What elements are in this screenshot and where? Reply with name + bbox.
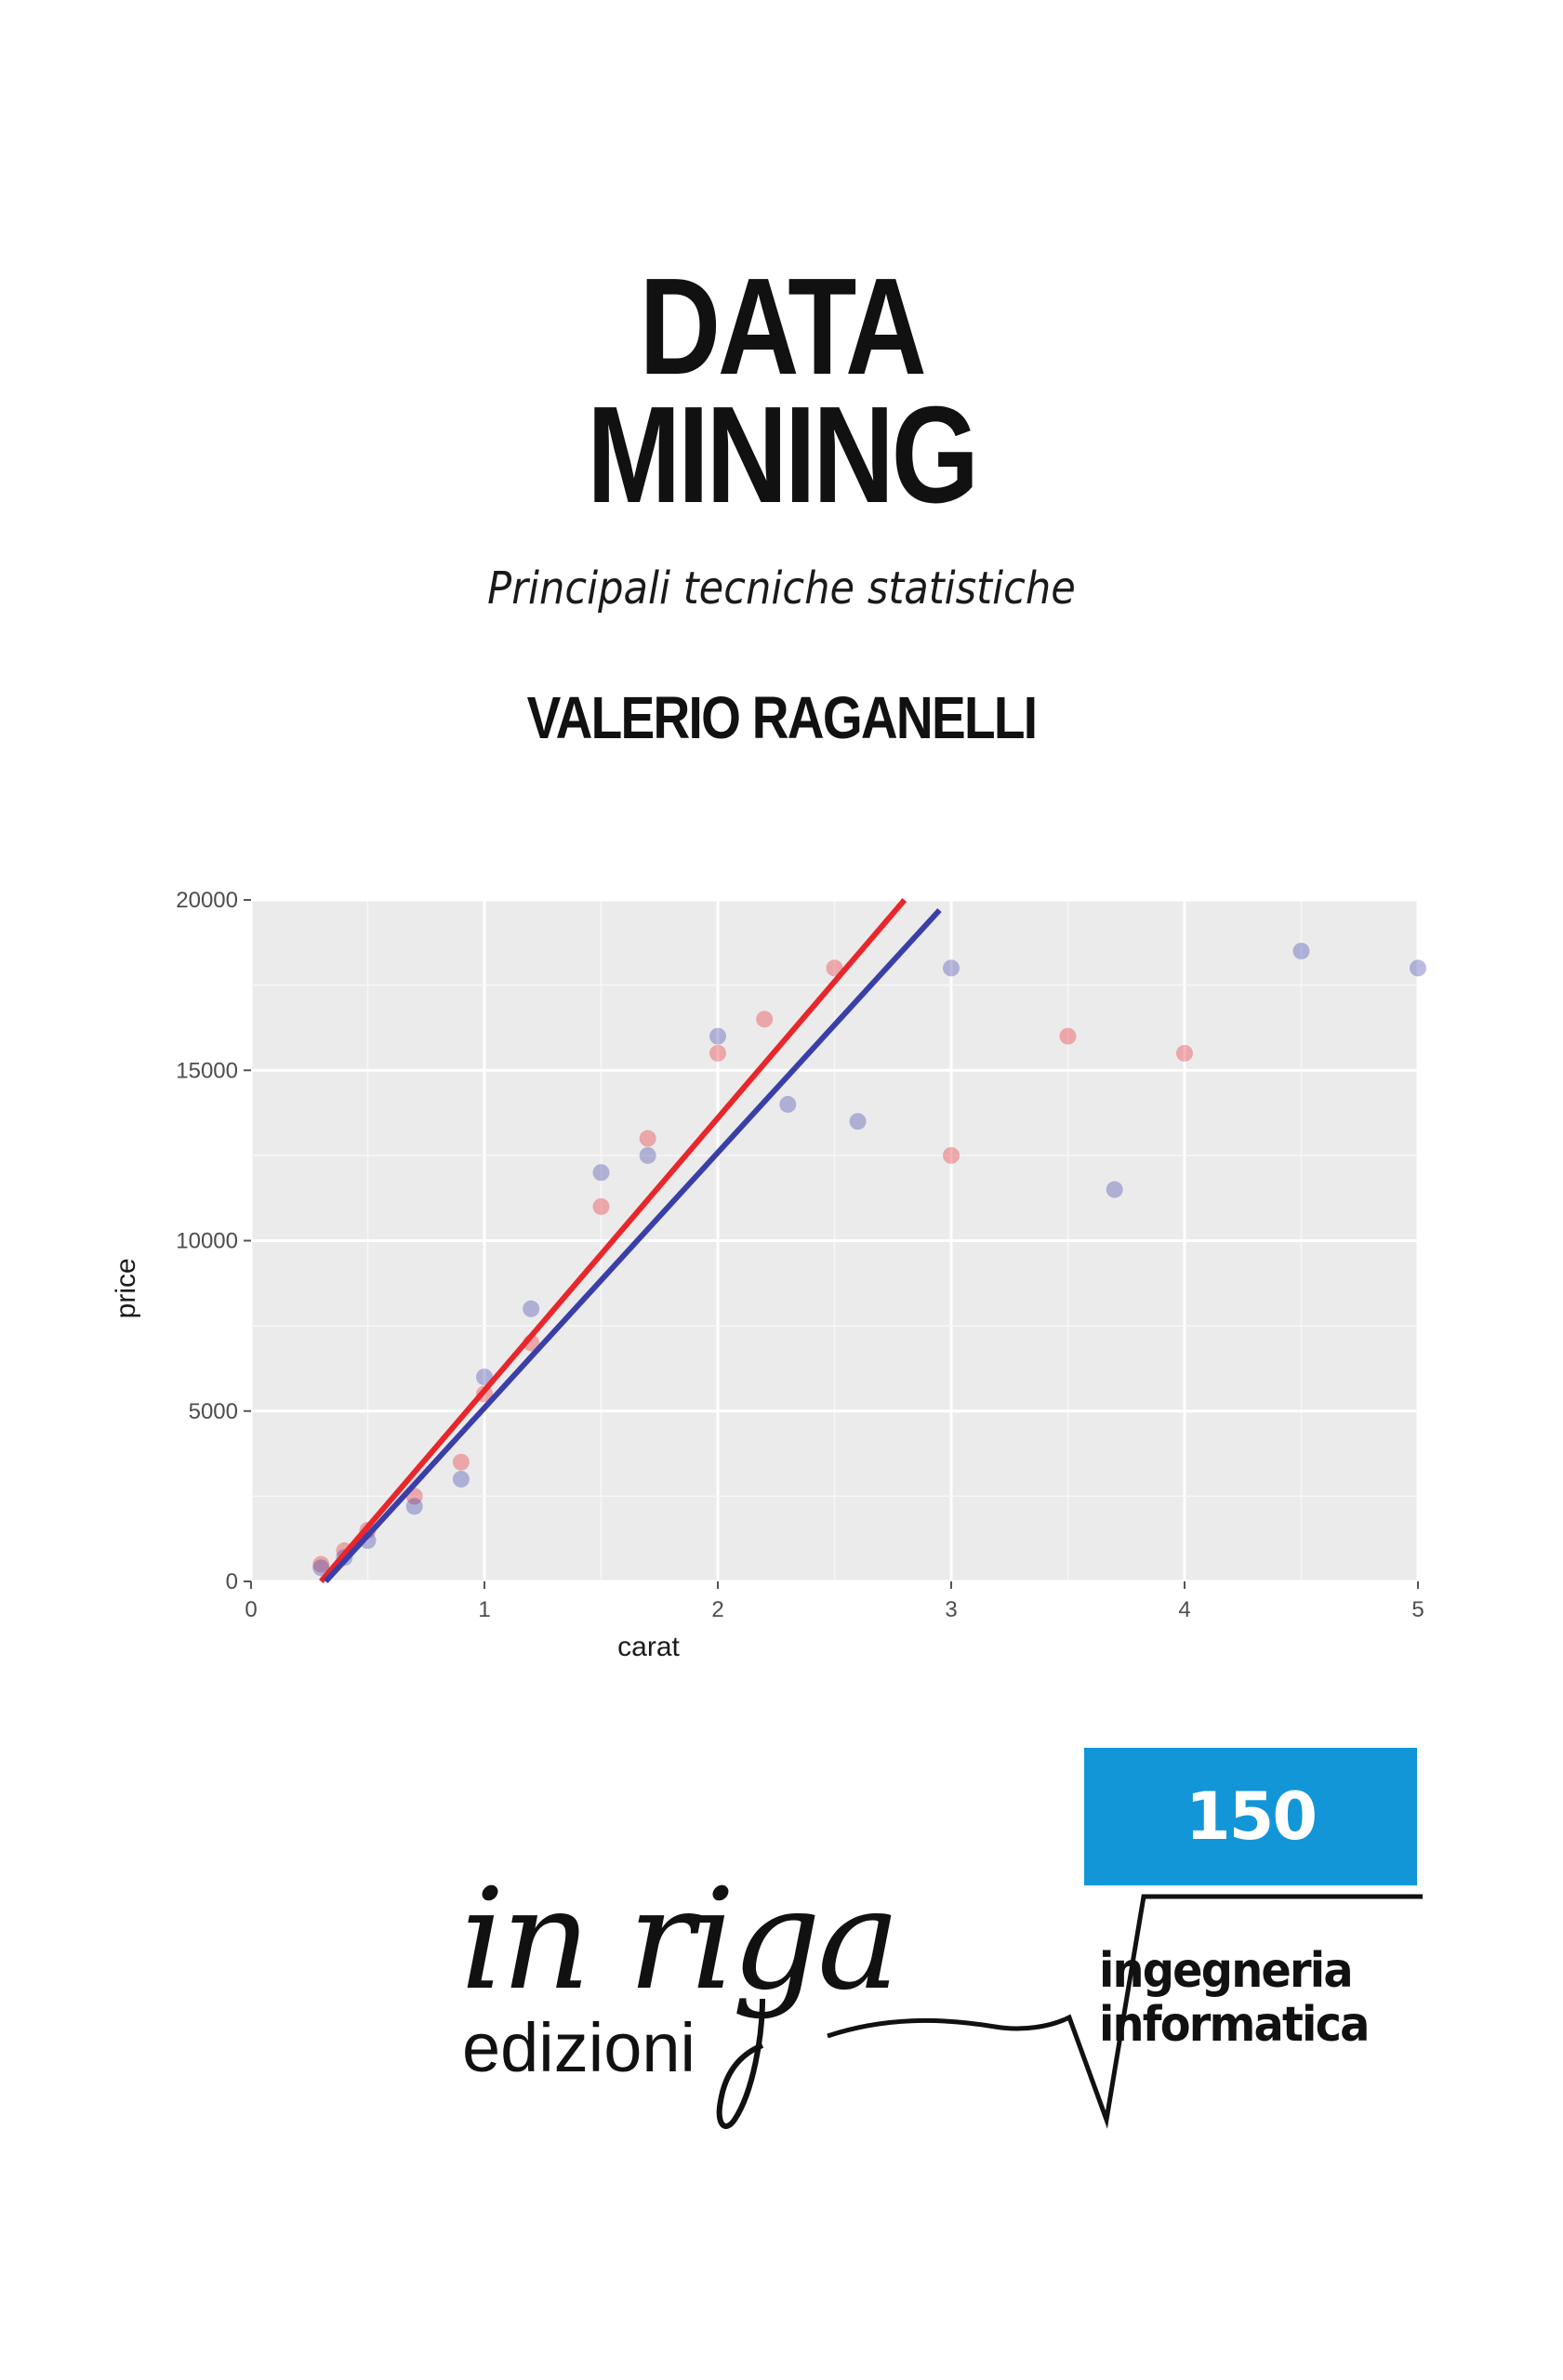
data-point-series-2: [779, 1095, 797, 1113]
y-tick-label: 10000: [176, 1229, 238, 1254]
data-point-series-1: [826, 959, 843, 977]
data-point-series-2: [312, 1559, 330, 1577]
data-point-series-1: [639, 1130, 656, 1147]
logo-swash-stroke: [827, 1894, 1423, 2129]
scatter-chart: 0 1 2 3 4 5 0 5000 10000 15000 20000 carat price: [93, 883, 1432, 1701]
data-point-series-2: [476, 1368, 493, 1386]
data-point-series-2: [709, 1027, 726, 1045]
x-axis-label: carat: [617, 1632, 680, 1662]
y-tick-label: 0: [226, 1569, 238, 1594]
data-point-series-1: [709, 1044, 726, 1062]
data-point-series-1: [312, 1555, 330, 1573]
title-line-1: DATA: [639, 250, 927, 403]
series-name-line-2: informatica: [1099, 1997, 1370, 2053]
y-axis-label: price: [111, 1258, 141, 1318]
y-tick-label: 5000: [189, 1399, 238, 1424]
data-point-series-2: [452, 1471, 470, 1488]
series-number-badge: 150: [1084, 1748, 1417, 1885]
data-point-series-1: [756, 1011, 774, 1028]
publisher-logo-script: in riga: [460, 1859, 900, 2021]
fit-line-series-2: [324, 907, 942, 1584]
data-point-series-1: [1059, 1027, 1077, 1045]
y-tick-label: 20000: [176, 888, 238, 913]
grid-lines: [249, 898, 1420, 1583]
series-name-line-1: ingegneria: [1099, 1943, 1354, 1999]
axis-ticks: 0 1 2 3 4 5 0 5000 10000 15000 20000: [176, 888, 1424, 1622]
data-point-series-2: [1106, 1181, 1123, 1198]
x-tick-label: 5: [1411, 1597, 1424, 1622]
data-point-series-2: [1292, 942, 1310, 959]
y-tick-label: 15000: [176, 1058, 238, 1083]
data-point-series-2: [592, 1164, 610, 1182]
x-tick-label: 2: [711, 1597, 723, 1622]
logo-descender-stroke: [716, 1998, 765, 2129]
data-point-series-2: [943, 959, 960, 977]
x-tick-label: 3: [945, 1597, 957, 1622]
data-point-series-2: [639, 1146, 656, 1164]
author-name: VALERIO RAGANELLI: [526, 684, 1038, 751]
data-point-series-1: [1176, 1044, 1193, 1062]
chart-canvas: 0 1 2 3 4 5 0 5000 10000 15000 20000 carat price: [111, 888, 1426, 1662]
x-tick-label: 1: [478, 1597, 490, 1622]
data-point-series-2: [523, 1300, 540, 1317]
data-point-series-2: [849, 1113, 867, 1130]
subtitle: Principali tecniche statistiche: [487, 562, 1076, 615]
data-point-series-1: [452, 1453, 470, 1471]
publisher-logo-graphic: [716, 1894, 1423, 2129]
data-point-series-2: [405, 1498, 423, 1515]
publisher-logo-edizioni: edizioni: [462, 2009, 695, 2086]
data-point-series-1: [592, 1197, 610, 1215]
fit-line-series-1: [319, 898, 907, 1583]
title-line-2: MINING: [587, 378, 979, 532]
data-point-series-2: [1410, 959, 1426, 977]
data-point-series-1: [943, 1146, 960, 1164]
x-tick-label: 4: [1178, 1597, 1190, 1622]
regression-lines: [319, 898, 942, 1584]
x-tick-label: 0: [245, 1597, 257, 1622]
